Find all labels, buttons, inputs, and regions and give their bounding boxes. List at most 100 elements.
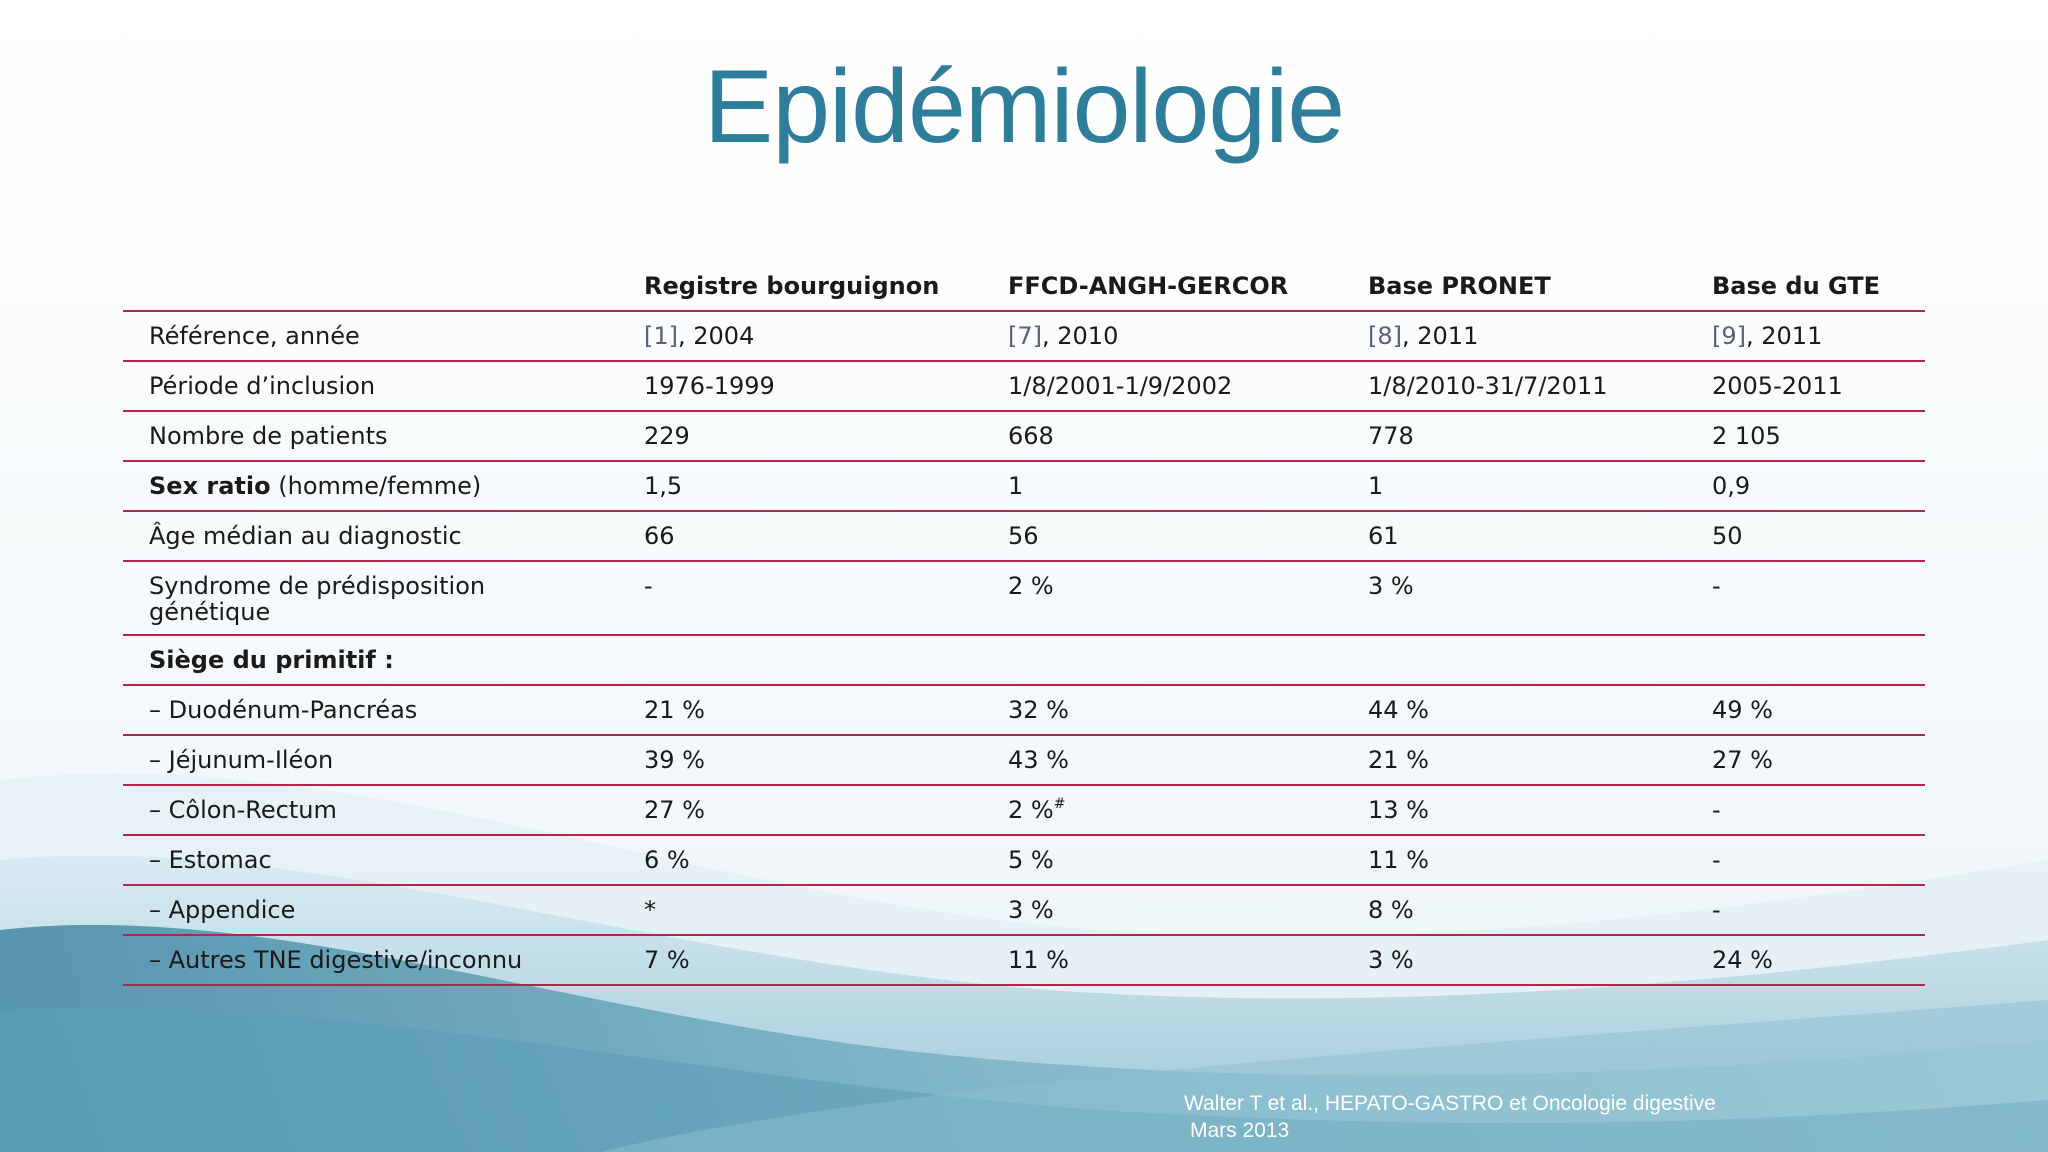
table-cell — [1008, 635, 1368, 686]
table-cell: 44 % — [1368, 685, 1712, 736]
table-cell: [7], 2010 — [1008, 311, 1368, 362]
table-cell: 2 % — [1008, 561, 1368, 636]
table-row: Âge médian au diagnostic 66 56 61 50 — [123, 511, 1925, 562]
row-label: – Côlon-Rectum — [123, 785, 644, 836]
table-cell: 49 % — [1712, 685, 1925, 736]
header-empty — [123, 262, 644, 312]
table-cell: 56 — [1008, 511, 1368, 562]
table-cell: 7 % — [644, 935, 1008, 986]
row-label: – Jéjunum-Iléon — [123, 735, 644, 786]
reference-link: [8] — [1368, 322, 1402, 350]
table-cell: 2 %# — [1008, 785, 1368, 836]
row-label: – Autres TNE digestive/inconnu — [123, 935, 644, 986]
row-label: – Appendice — [123, 885, 644, 936]
reference-link: [7] — [1008, 322, 1042, 350]
row-label-rest: (homme/femme) — [270, 472, 482, 500]
table-cell: 2005-2011 — [1712, 361, 1925, 412]
table-cell: 66 — [644, 511, 1008, 562]
slide-title: Epidémiologie — [703, 49, 1345, 165]
table-cell: 3 % — [1368, 561, 1712, 636]
reference-year: , 2004 — [678, 322, 755, 350]
cell-value: 2 % — [1008, 796, 1054, 824]
table-cell: 1/8/2001-1/9/2002 — [1008, 361, 1368, 412]
row-label: Nombre de patients — [123, 411, 644, 462]
reference-year: , 2011 — [1746, 322, 1823, 350]
table-cell: [1], 2004 — [644, 311, 1008, 362]
table-cell: 11 % — [1008, 935, 1368, 986]
table-cell: 11 % — [1368, 835, 1712, 886]
table-cell: 61 — [1368, 511, 1712, 562]
table-cell: 8 % — [1368, 885, 1712, 936]
table-row: Période d’inclusion 1976-1999 1/8/2001-1… — [123, 361, 1925, 412]
citation: Walter T et al., HEPATO-GASTRO et Oncolo… — [1184, 1090, 1716, 1144]
table-cell: 778 — [1368, 411, 1712, 462]
row-label: Syndrome de prédisposition génétique — [123, 561, 644, 636]
table-cell: 24 % — [1712, 935, 1925, 986]
epidemiology-table: Registre bourguignon FFCD-ANGH-GERCOR Ba… — [123, 262, 1925, 986]
header-registre-bourguignon: Registre bourguignon — [644, 262, 1008, 312]
citation-line-1: Walter T et al., HEPATO-GASTRO et Oncolo… — [1184, 1092, 1716, 1115]
table-cell: 27 % — [644, 785, 1008, 836]
table-cell: 1 — [1368, 461, 1712, 512]
table-cell — [1368, 635, 1712, 686]
table-cell: - — [644, 561, 1008, 636]
row-label: Âge médian au diagnostic — [123, 511, 644, 562]
citation-line-2: Mars 2013 — [1190, 1119, 1290, 1142]
header-ffcd-angh-gercor: FFCD-ANGH-GERCOR — [1008, 262, 1368, 312]
table-row: – Côlon-Rectum 27 % 2 %# 13 % - — [123, 785, 1925, 836]
reference-link: [1] — [644, 322, 678, 350]
table-cell: 5 % — [1008, 835, 1368, 886]
row-label: Période d’inclusion — [123, 361, 644, 412]
table-cell: 1/8/2010-31/7/2011 — [1368, 361, 1712, 412]
table-cell: 668 — [1008, 411, 1368, 462]
table-header-row: Registre bourguignon FFCD-ANGH-GERCOR Ba… — [123, 262, 1925, 312]
row-label: – Duodénum-Pancréas — [123, 685, 644, 736]
row-label-bold: Sex ratio — [149, 472, 271, 500]
table-cell: 50 — [1712, 511, 1925, 562]
table-cell: * — [644, 885, 1008, 936]
table-row: – Estomac 6 % 5 % 11 % - — [123, 835, 1925, 886]
table-cell — [644, 635, 1008, 686]
reference-link: [9] — [1712, 322, 1746, 350]
table-cell: 13 % — [1368, 785, 1712, 836]
table-cell: 21 % — [1368, 735, 1712, 786]
table-cell: 1,5 — [644, 461, 1008, 512]
table-cell: [9], 2011 — [1712, 311, 1925, 362]
table-cell: 27 % — [1712, 735, 1925, 786]
table-cell: 39 % — [644, 735, 1008, 786]
table-cell: 21 % — [644, 685, 1008, 736]
table-cell: - — [1712, 835, 1925, 886]
row-label: Sex ratio (homme/femme) — [123, 461, 644, 512]
table-cell: 3 % — [1368, 935, 1712, 986]
table-cell: - — [1712, 561, 1925, 636]
table-row: – Duodénum-Pancréas 21 % 32 % 44 % 49 % — [123, 685, 1925, 736]
table-cell: 229 — [644, 411, 1008, 462]
row-label-text: Syndrome de prédisposition génétique — [149, 572, 486, 626]
table-cell — [1712, 635, 1925, 686]
table-row: Syndrome de prédisposition génétique - 2… — [123, 561, 1925, 636]
table-cell: 0,9 — [1712, 461, 1925, 512]
table-row: – Appendice * 3 % 8 % - — [123, 885, 1925, 936]
row-label: Référence, année — [123, 311, 644, 362]
reference-year: , 2010 — [1042, 322, 1119, 350]
header-base-pronet: Base PRONET — [1368, 262, 1712, 312]
header-base-gte: Base du GTE — [1712, 262, 1925, 312]
table-cell: [8], 2011 — [1368, 311, 1712, 362]
table-row: Référence, année [1], 2004 [7], 2010 [8]… — [123, 311, 1925, 362]
reference-year: , 2011 — [1402, 322, 1479, 350]
table-cell: 32 % — [1008, 685, 1368, 736]
table-cell: 1 — [1008, 461, 1368, 512]
footnote-marker: # — [1053, 796, 1066, 812]
table-cell: 2 105 — [1712, 411, 1925, 462]
table-row: – Autres TNE digestive/inconnu 7 % 11 % … — [123, 935, 1925, 986]
table-row: Nombre de patients 229 668 778 2 105 — [123, 411, 1925, 462]
table-row: – Jéjunum-Iléon 39 % 43 % 21 % 27 % — [123, 735, 1925, 786]
table-row: Siège du primitif : — [123, 635, 1925, 686]
table-cell: - — [1712, 785, 1925, 836]
row-label: – Estomac — [123, 835, 644, 886]
table-cell: 6 % — [644, 835, 1008, 886]
table-cell: - — [1712, 885, 1925, 936]
table-row: Sex ratio (homme/femme) 1,5 1 1 0,9 — [123, 461, 1925, 512]
section-label: Siège du primitif : — [123, 635, 644, 686]
table-cell: 1976-1999 — [644, 361, 1008, 412]
